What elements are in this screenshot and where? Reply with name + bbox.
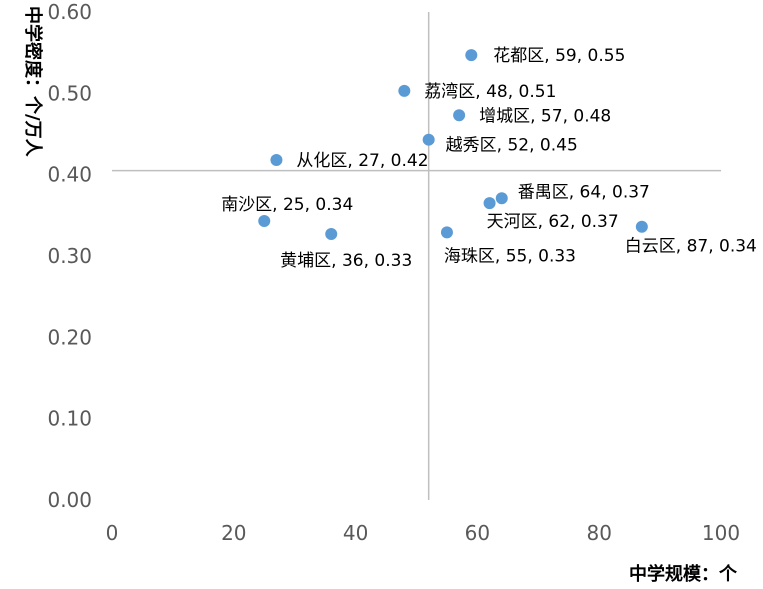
point-data-label: 白云区, 87, 0.34 [625, 237, 757, 257]
scatter-point [635, 220, 648, 233]
x-tick-label: 0 [106, 521, 119, 545]
y-tick-label: 0.60 [47, 0, 92, 24]
point-data-label: 从化区, 27, 0.42 [296, 151, 428, 171]
point-data-label: 南沙区, 25, 0.34 [221, 195, 353, 215]
x-tick-label: 20 [221, 521, 246, 545]
x-tick-label: 40 [343, 521, 368, 545]
y-axis-title: 中学密度：个/万人 [22, 6, 44, 158]
data-labels: 花都区, 59, 0.55 荔湾区, 48, 0.51 增城区, 57, 0.48 越… [221, 46, 757, 271]
y-tick-label: 0.40 [47, 163, 92, 187]
scatter-point [398, 84, 411, 97]
point-data-label: 黄埔区, 36, 0.33 [280, 251, 412, 271]
y-tick-label: 0.00 [47, 488, 92, 512]
y-tick-label: 0.50 [47, 81, 92, 105]
scatter-point [495, 192, 508, 205]
reference-lines [112, 12, 721, 500]
point-data-label: 越秀区, 52, 0.45 [446, 136, 578, 156]
x-tick-label: 100 [702, 521, 740, 545]
x-axis-title: 中学规模：个 [629, 563, 738, 585]
scatter-point [325, 228, 338, 241]
point-data-label: 天河区, 62, 0.37 [487, 212, 619, 232]
data-points [258, 49, 648, 241]
y-tick-label: 0.10 [47, 407, 92, 431]
x-tick-label: 60 [465, 521, 490, 545]
y-tick-label: 0.20 [47, 325, 92, 349]
scatter-point [483, 197, 496, 210]
y-axis-ticks: 0.00 0.10 0.20 0.30 0.40 0.50 0.60 [47, 0, 92, 512]
scatter-point [422, 133, 435, 146]
scatter-point [258, 215, 271, 228]
y-tick-label: 0.30 [47, 244, 92, 268]
scatter-point [453, 109, 466, 122]
point-data-label: 海珠区, 55, 0.33 [444, 246, 576, 266]
point-data-label: 花都区, 59, 0.55 [493, 46, 625, 66]
point-data-label: 荔湾区, 48, 0.51 [424, 82, 556, 102]
x-tick-label: 80 [586, 521, 611, 545]
scatter-point [270, 154, 283, 167]
x-axis-ticks: 0 20 40 60 80 100 [106, 521, 740, 545]
scatter-point [440, 226, 453, 239]
scatter-point [465, 49, 478, 62]
point-data-label: 番禺区, 64, 0.37 [518, 182, 650, 202]
point-data-label: 增城区, 57, 0.48 [479, 106, 611, 126]
